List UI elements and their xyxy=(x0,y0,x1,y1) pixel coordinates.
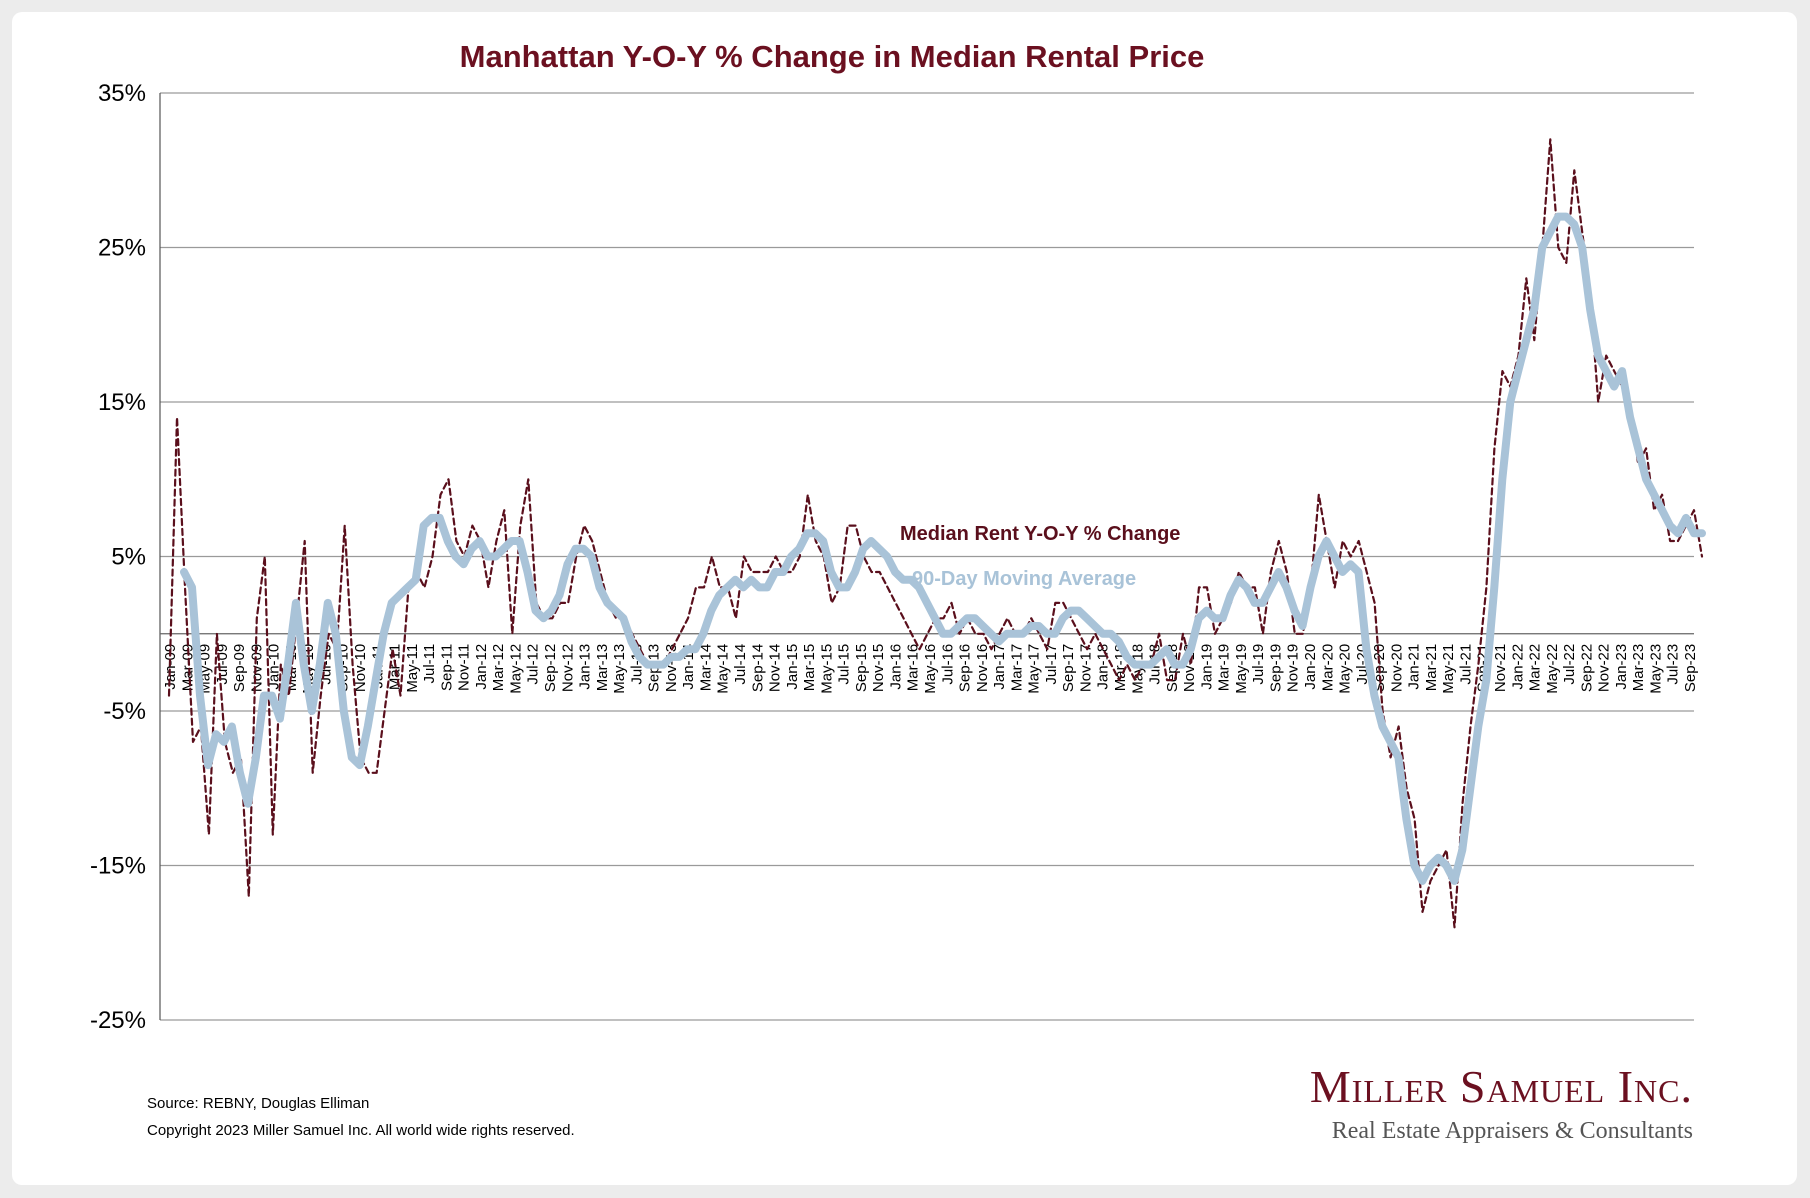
x-tick-label: Mar-15 xyxy=(801,644,818,692)
x-tick-label: Mar-12 xyxy=(490,644,507,692)
x-tick-label: May-11 xyxy=(404,644,421,693)
x-tick-label: Nov-11 xyxy=(456,644,473,691)
line-chart: Manhattan Y-O-Y % Change in Median Renta… xyxy=(90,39,1706,1034)
brand-name: Miller Samuel Inc. xyxy=(1309,1061,1693,1112)
x-tick-label: Jul-23 xyxy=(1665,644,1682,685)
x-tick-label: Mar-19 xyxy=(1216,644,1233,692)
x-tick-label: Jan-16 xyxy=(887,644,904,690)
x-tick-label: May-23 xyxy=(1647,644,1664,694)
x-tick-label: May-19 xyxy=(1233,644,1250,694)
y-tick-label: -15% xyxy=(90,853,146,880)
x-tick-label: May-14 xyxy=(715,644,732,694)
x-tick-label: Jan-19 xyxy=(1198,644,1215,690)
x-tick-label: Sep-11 xyxy=(438,644,455,691)
y-tick-label: -25% xyxy=(90,1007,146,1034)
x-tick-label: Nov-12 xyxy=(559,644,576,692)
x-tick-label: Jan-12 xyxy=(473,644,490,690)
x-tick-label: Jan-20 xyxy=(1302,644,1319,690)
y-tick-label: 35% xyxy=(98,80,146,107)
x-tick-label: Nov-14 xyxy=(767,644,784,692)
x-tick-label: Sep-12 xyxy=(542,644,559,692)
x-tick-label: Jan-22 xyxy=(1509,644,1526,690)
x-tick-label: Mar-22 xyxy=(1527,644,1544,692)
x-tick-label: Mar-17 xyxy=(1008,644,1025,692)
x-tick-label: Jan-23 xyxy=(1613,644,1630,690)
x-tick-label: Sep-17 xyxy=(1060,644,1077,692)
x-tick-label: May-20 xyxy=(1337,644,1354,694)
x-tick-label: Nov-20 xyxy=(1388,644,1405,692)
x-tick-label: Nov-17 xyxy=(1077,644,1094,692)
x-tick-label: Nov-16 xyxy=(974,644,991,692)
x-tick-label: May-21 xyxy=(1440,644,1457,694)
x-tick-label: Jul-21 xyxy=(1457,644,1474,685)
x-tick-label: Nov-09 xyxy=(248,644,265,692)
x-tick-label: Mar-20 xyxy=(1319,644,1336,692)
x-tick-label: Mar-16 xyxy=(905,644,922,692)
x-tick-label: Jul-16 xyxy=(939,644,956,685)
x-tick-label: Sep-14 xyxy=(749,644,766,692)
moving-average-line xyxy=(180,212,1706,885)
x-tick-label: Jul-15 xyxy=(836,644,853,685)
x-tick-label: Sep-16 xyxy=(957,644,974,692)
y-tick-label: 15% xyxy=(98,389,146,416)
annotation-moving-average: 90-Day Moving Average xyxy=(912,568,1136,590)
brand-logo: Miller Samuel Inc. Real Estate Appraiser… xyxy=(1310,1064,1693,1145)
x-tick-label: Sep-09 xyxy=(231,644,248,692)
x-tick-label: Mar-21 xyxy=(1423,644,1440,692)
chart-title: Manhattan Y-O-Y % Change in Median Renta… xyxy=(460,39,1205,74)
annotation-median-rent: Median Rent Y-O-Y % Change xyxy=(900,523,1180,545)
x-tick-label: Nov-10 xyxy=(352,644,369,692)
x-tick-label: Nov-15 xyxy=(870,644,887,692)
x-tick-label: Jan-15 xyxy=(784,644,801,690)
y-tick-label: -5% xyxy=(103,698,146,725)
x-tick-label: Jan-18 xyxy=(1095,644,1112,690)
x-tick-label: Sep-15 xyxy=(853,644,870,692)
x-tick-label: Jan-21 xyxy=(1406,644,1423,690)
x-tick-label: Jan-17 xyxy=(991,644,1008,690)
x-tick-label: Sep-23 xyxy=(1682,644,1699,692)
x-tick-label: Jul-17 xyxy=(1043,644,1060,685)
x-tick-label: Jan-13 xyxy=(577,644,594,690)
x-tick-label: Sep-22 xyxy=(1578,644,1595,692)
y-tick-label: 5% xyxy=(111,544,146,571)
gridlines xyxy=(159,92,1694,1021)
x-tick-label: May-17 xyxy=(1026,644,1043,694)
x-tick-label: Nov-19 xyxy=(1285,644,1302,692)
x-tick-label: Jul-11 xyxy=(421,644,438,684)
x-tick-label: Mar-13 xyxy=(594,644,611,692)
x-tick-label: Jan-10 xyxy=(266,644,283,690)
x-tick-label: Nov-22 xyxy=(1596,644,1613,692)
x-tick-label: May-16 xyxy=(922,644,939,694)
x-tick-label: Jul-14 xyxy=(732,644,749,685)
chart-frame: Manhattan Y-O-Y % Change in Median Renta… xyxy=(12,12,1797,1185)
x-tick-label: Sep-19 xyxy=(1267,644,1284,692)
x-tick-label: Mar-09 xyxy=(179,644,196,692)
x-tick-label: Jan-09 xyxy=(162,644,179,690)
x-tick-label: Nov-21 xyxy=(1492,644,1509,692)
y-tick-label: 25% xyxy=(98,235,146,262)
x-tick-label: May-12 xyxy=(507,644,524,694)
x-tick-label: Jul-22 xyxy=(1561,644,1578,685)
x-tick-label: May-15 xyxy=(818,644,835,694)
brand-tagline: Real Estate Appraisers & Consultants xyxy=(1331,1118,1693,1144)
y-axis-ticks: 35% 25% 15% 5% -5% -15% -25% xyxy=(90,80,146,1034)
x-tick-label: May-18 xyxy=(1129,644,1146,694)
x-tick-label: Jul-19 xyxy=(1250,644,1267,685)
x-tick-label: May-22 xyxy=(1544,644,1561,694)
x-tick-label: May-13 xyxy=(611,644,628,694)
source-note: Source: REBNY, Douglas Elliman xyxy=(147,1095,370,1112)
x-tick-label: Jul-12 xyxy=(525,644,542,685)
series-moving-average xyxy=(180,212,1706,885)
x-tick-label: Mar-23 xyxy=(1630,644,1647,692)
x-tick-label: Mar-14 xyxy=(697,644,714,692)
copyright-note: Copyright 2023 Miller Samuel Inc. All wo… xyxy=(147,1122,575,1139)
